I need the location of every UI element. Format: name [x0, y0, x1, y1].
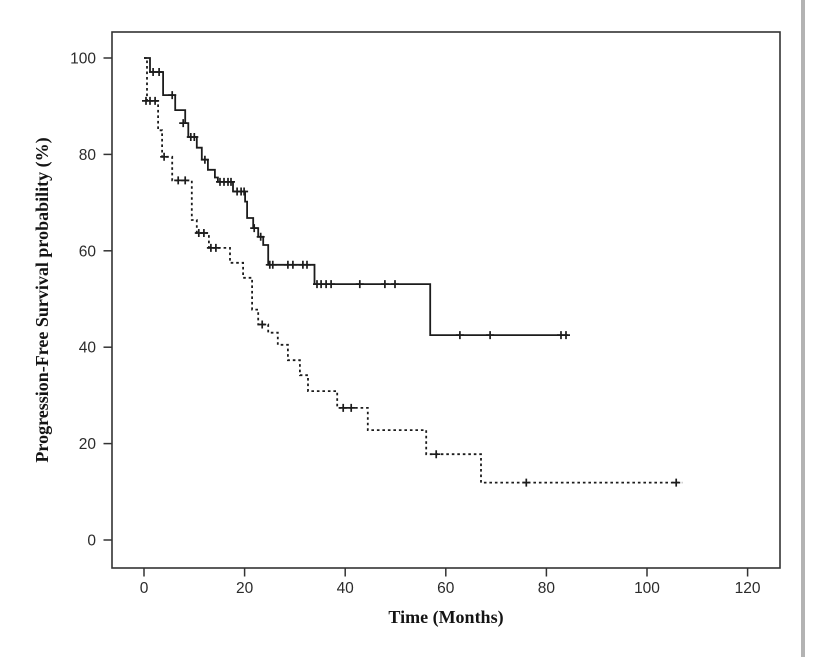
censor-marks-solid-group — [149, 68, 570, 340]
x-tick-label: 60 — [437, 580, 455, 597]
y-axis-title: Progression-Free Survival probability (%… — [32, 137, 53, 462]
x-tick-label: 120 — [735, 580, 761, 597]
x-axis-ticks: 0 20 40 60 80 100 120 — [140, 568, 761, 597]
y-tick-label: 20 — [79, 436, 97, 453]
y-tick-label: 0 — [87, 533, 96, 550]
screenshot-edge-artifact — [801, 0, 805, 657]
y-tick-label: 40 — [79, 340, 97, 357]
x-tick-label: 20 — [236, 580, 254, 597]
y-tick-label: 60 — [79, 243, 97, 260]
y-axis-ticks: 0 20 40 60 80 100 — [70, 51, 112, 550]
plot-border — [111, 31, 781, 569]
y-tick-label: 80 — [79, 147, 97, 164]
x-tick-label: 0 — [140, 580, 149, 597]
x-tick-label: 40 — [337, 580, 355, 597]
survival-curve-dashed-group — [144, 57, 683, 484]
survival-curve-solid-group — [144, 57, 568, 336]
x-tick-label: 100 — [634, 580, 660, 597]
x-axis-title: Time (Months) — [388, 607, 503, 628]
survival-curves-layer — [142, 57, 683, 487]
x-tick-label: 80 — [538, 580, 556, 597]
y-tick-label: 100 — [70, 51, 96, 68]
censor-marks-dashed-group — [142, 96, 681, 487]
